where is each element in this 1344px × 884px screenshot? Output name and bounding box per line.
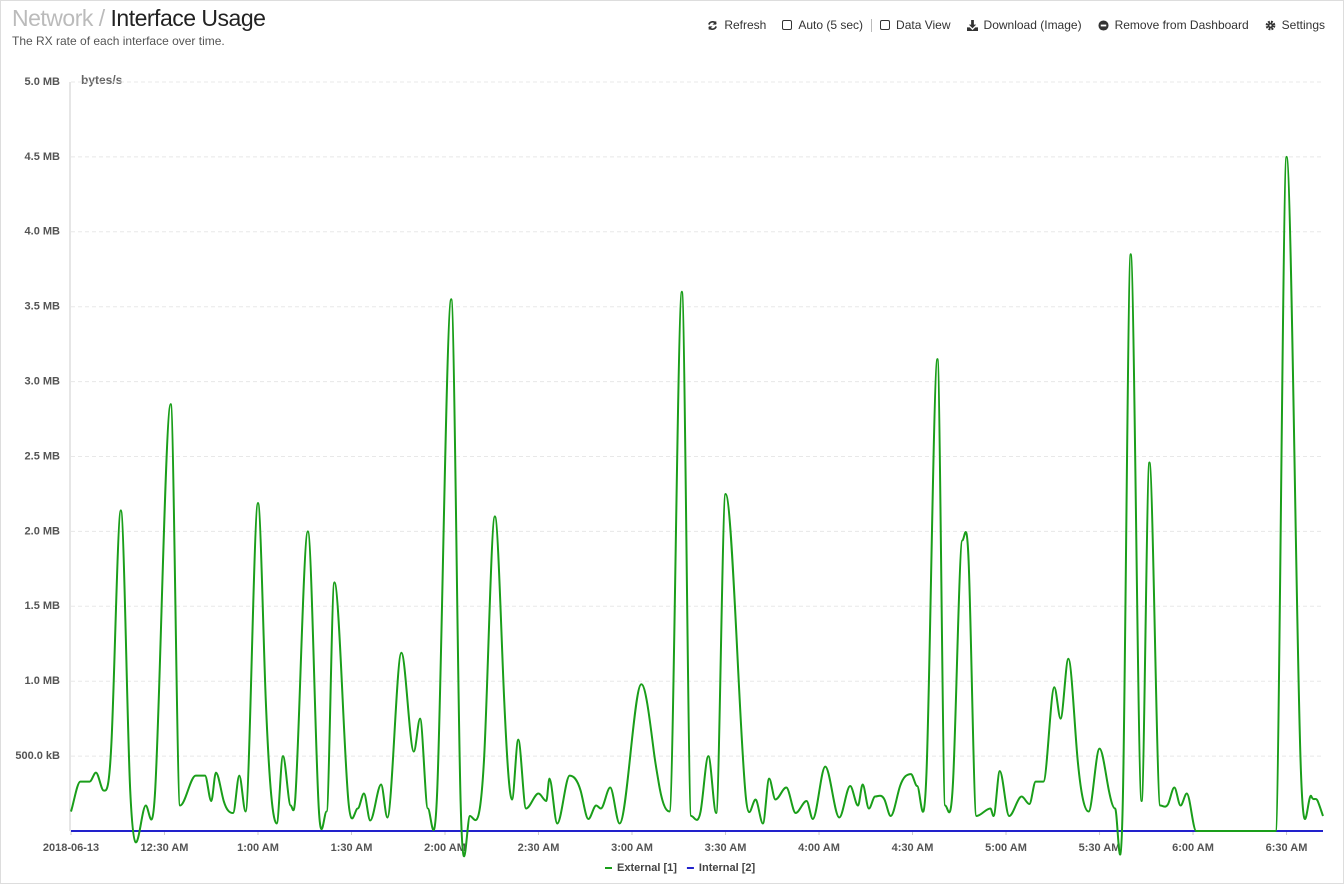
y-tick-label: 4.5 MB <box>25 151 61 163</box>
legend-label[interactable]: Internal [2] <box>699 862 756 874</box>
checkbox-icon <box>782 20 793 30</box>
x-tick-label: 3:30 AM <box>705 842 747 854</box>
download-icon <box>966 19 978 31</box>
auto-checkbox[interactable]: Auto (5 sec) <box>782 18 863 32</box>
x-tick-label: 12:30 AM <box>141 842 189 854</box>
y-tick-label: 2.0 MB <box>25 525 61 537</box>
download-label: Download (Image) <box>983 18 1082 32</box>
breadcrumb-separator: / <box>98 5 105 31</box>
toolbar-separator <box>871 18 873 32</box>
toolbar: Refresh Auto (5 sec) Data View Download … <box>707 18 1325 32</box>
settings-label: Settings <box>1281 18 1325 32</box>
y-tick-label: 1.5 MB <box>25 600 61 612</box>
series-line <box>70 155 1324 857</box>
data-view-checkbox[interactable]: Data View <box>880 18 951 32</box>
data-view-label: Data View <box>896 18 951 32</box>
refresh-icon <box>708 20 718 30</box>
remove-button[interactable]: Remove from Dashboard <box>1098 18 1249 32</box>
y-tick-label: 3.5 MB <box>25 301 61 313</box>
x-tick-label: 4:00 AM <box>798 842 840 854</box>
settings-icon <box>1265 20 1275 30</box>
x-tick-label: 6:30 AM <box>1266 842 1308 854</box>
panel-title: Network / Interface Usage <box>12 5 266 32</box>
legend-label[interactable]: External [1] <box>617 862 677 874</box>
settings-button[interactable]: Settings <box>1265 18 1325 32</box>
x-tick-label: 2:00 AM <box>424 842 466 854</box>
y-tick-label: 500.0 kB <box>15 750 60 762</box>
refresh-button[interactable]: Refresh <box>707 18 766 32</box>
y-axis-label: bytes/s <box>81 73 123 87</box>
x-tick-label: 6:00 AM <box>1172 842 1214 854</box>
refresh-label: Refresh <box>724 18 767 32</box>
y-tick-label: 2.5 MB <box>25 450 61 462</box>
x-tick-label: 1:30 AM <box>331 842 373 854</box>
y-tick-label: 4.0 MB <box>25 226 61 238</box>
title: Interface Usage <box>110 5 266 31</box>
x-tick-label: 2018-06-13 <box>43 842 99 854</box>
x-tick-label: 2:30 AM <box>518 842 560 854</box>
checkbox-icon <box>880 20 891 30</box>
y-tick-label: 3.0 MB <box>25 376 61 388</box>
remove-icon <box>1098 19 1109 31</box>
y-tick-label: 5.0 MB <box>25 76 61 88</box>
download-button[interactable]: Download (Image) <box>966 18 1082 32</box>
y-tick-label: 1.0 MB <box>25 675 61 687</box>
x-tick-label: 4:30 AM <box>892 842 934 854</box>
panel-header: Network / Interface Usage The RX rate of… <box>12 5 266 48</box>
x-tick-label: 1:00 AM <box>237 842 279 854</box>
x-tick-label: 3:00 AM <box>611 842 653 854</box>
auto-label: Auto (5 sec) <box>798 18 864 32</box>
x-tick-label: 5:30 AM <box>1079 842 1121 854</box>
remove-label: Remove from Dashboard <box>1114 18 1249 32</box>
subtitle: The RX rate of each interface over time. <box>12 34 225 48</box>
breadcrumb[interactable]: Network <box>12 5 93 31</box>
x-tick-label: 5:00 AM <box>985 842 1027 854</box>
